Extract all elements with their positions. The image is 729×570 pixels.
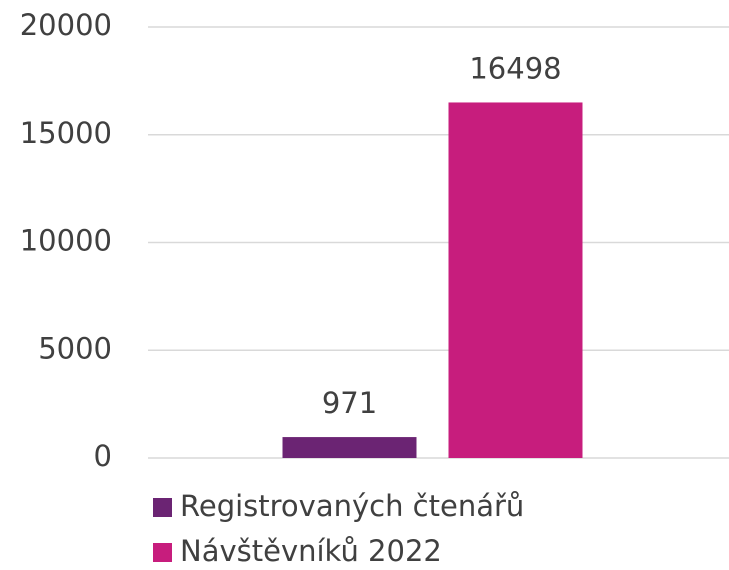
bar: [448, 102, 583, 458]
legend-swatch: [153, 498, 172, 517]
data-label: 971: [322, 386, 377, 420]
y-tick-label: 20000: [20, 8, 112, 42]
legend-swatch: [153, 543, 172, 562]
y-tick-label: 10000: [20, 224, 112, 258]
y-tick-label: 0: [94, 439, 112, 473]
bar: [282, 437, 417, 458]
legend-label: Registrovaných čtenářů: [180, 489, 524, 523]
y-tick-label: 5000: [38, 331, 112, 365]
legend-label: Návštěvníků 2022: [180, 534, 442, 568]
data-label: 16498: [469, 51, 561, 85]
y-tick-label: 15000: [20, 116, 112, 150]
